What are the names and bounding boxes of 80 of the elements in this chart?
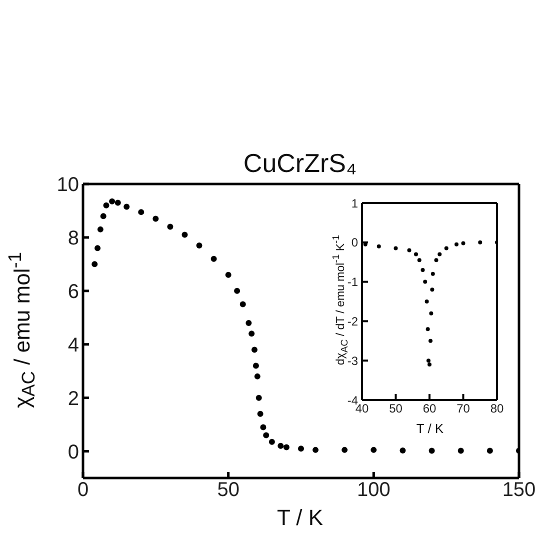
- point: [370, 446, 377, 453]
- point: [114, 200, 121, 206]
- point: [268, 438, 275, 445]
- point: [486, 448, 493, 454]
- point: [94, 245, 101, 252]
- y-tick-label: -3: [347, 354, 358, 368]
- point: [407, 248, 412, 252]
- y-tick-label: 1: [351, 196, 358, 210]
- point: [426, 327, 430, 332]
- point: [251, 346, 258, 353]
- y-tick-label: 10: [56, 174, 79, 196]
- y-tick-label: 0: [68, 441, 79, 464]
- point: [92, 261, 98, 268]
- point: [124, 204, 130, 210]
- point: [454, 242, 458, 246]
- point: [428, 362, 432, 367]
- point: [246, 320, 252, 326]
- x-tick-label: 100: [356, 479, 390, 502]
- x-tick-label: 150: [502, 479, 536, 502]
- point: [458, 448, 464, 454]
- point: [430, 288, 434, 292]
- point: [426, 358, 430, 363]
- y-tick-label: 8: [68, 228, 79, 250]
- x-tick-label: 80: [490, 402, 504, 416]
- x-tick-label: 60: [422, 402, 436, 416]
- point: [167, 224, 174, 230]
- point: [283, 444, 290, 450]
- chart-title: CuCrZrS₄: [243, 148, 357, 178]
- point: [97, 226, 104, 232]
- point: [414, 252, 418, 256]
- point: [478, 240, 482, 244]
- point: [260, 424, 266, 430]
- point: [429, 311, 434, 316]
- point: [400, 447, 406, 454]
- point: [420, 268, 425, 272]
- x-tick-label: 50: [389, 402, 403, 416]
- point: [109, 198, 116, 204]
- point: [298, 446, 304, 452]
- point: [252, 362, 259, 369]
- x-axis-title: T / K: [416, 421, 444, 436]
- point: [196, 242, 202, 248]
- point: [394, 246, 398, 250]
- y-tick-label: -2: [347, 314, 358, 328]
- point: [234, 288, 240, 294]
- x-tick-label: 50: [217, 479, 240, 502]
- y-tick-label: -1: [347, 275, 358, 290]
- y-tick-label: 4: [68, 334, 79, 356]
- y-tick-label: 0: [351, 236, 358, 250]
- point: [210, 256, 217, 262]
- point: [240, 301, 246, 308]
- y-tick-label: -4: [347, 393, 358, 408]
- point: [312, 446, 319, 453]
- point: [444, 246, 448, 250]
- point: [342, 446, 348, 453]
- x-axis-title: T / K: [276, 505, 324, 530]
- point: [152, 216, 159, 222]
- y-tick-label: 6: [68, 281, 79, 304]
- point: [278, 442, 284, 449]
- point: [434, 258, 438, 262]
- point: [461, 241, 466, 246]
- point: [376, 244, 381, 248]
- point: [182, 232, 188, 238]
- point: [424, 300, 429, 304]
- point: [103, 202, 110, 208]
- point: [417, 258, 422, 262]
- y-tick-label: 2: [68, 388, 79, 410]
- point: [423, 280, 428, 284]
- point: [430, 272, 435, 276]
- point: [254, 373, 260, 380]
- point: [428, 448, 435, 454]
- point: [257, 410, 264, 417]
- point: [438, 252, 442, 256]
- point: [225, 272, 232, 278]
- point: [256, 394, 262, 401]
- point: [428, 338, 433, 343]
- point: [100, 213, 106, 220]
- x-tick-label: 70: [456, 402, 470, 416]
- point: [138, 209, 144, 216]
- point: [248, 330, 255, 337]
- point: [263, 432, 270, 438]
